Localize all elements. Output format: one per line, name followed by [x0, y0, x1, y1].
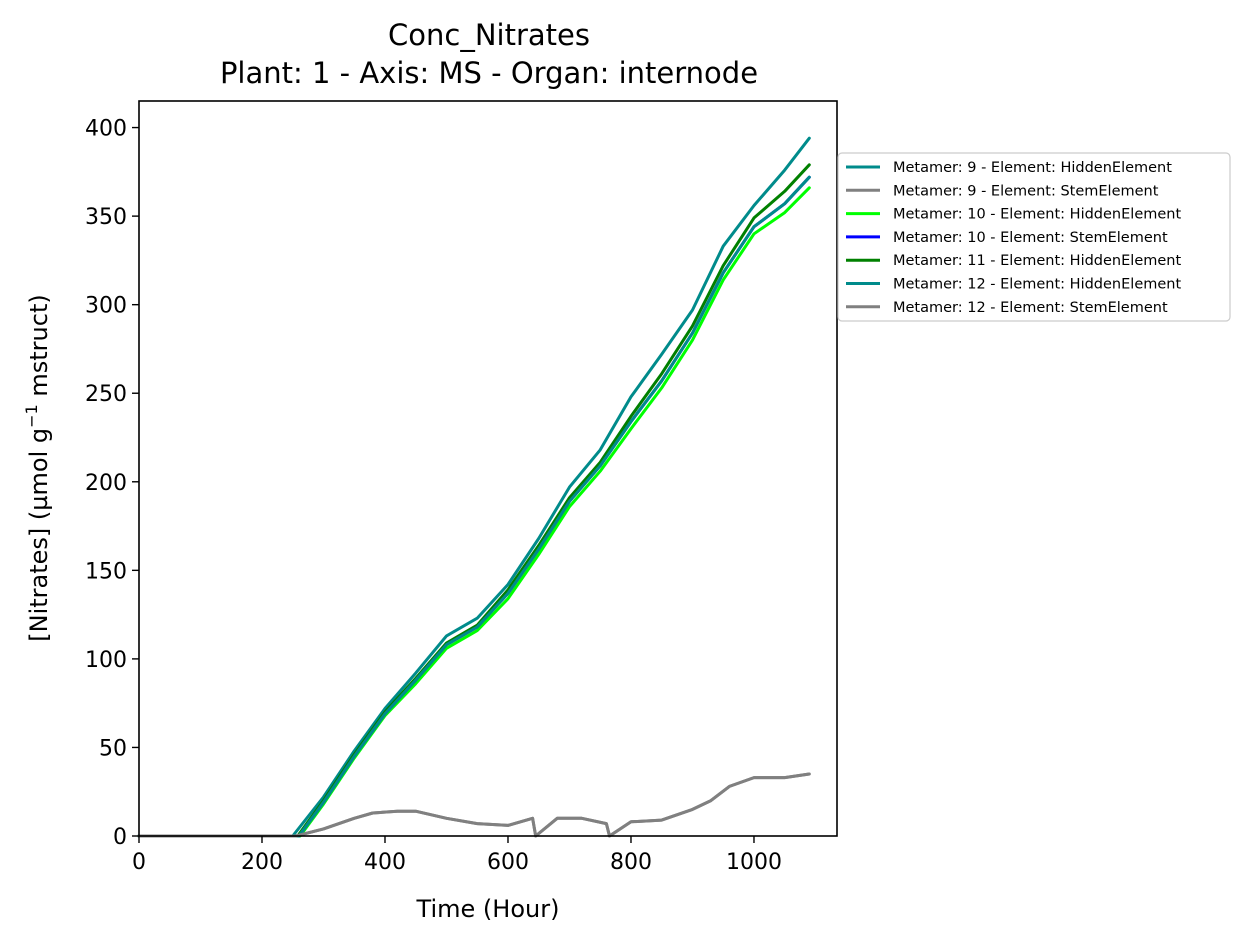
- legend-label-4: Metamer: 11 - Element: HiddenElement: [893, 253, 1181, 269]
- x-tick-label: 0: [132, 850, 146, 875]
- x-tick-label: 200: [241, 850, 283, 875]
- y-tick-label: 300: [85, 294, 127, 319]
- chart-title: Conc_Nitrates: [388, 18, 590, 52]
- series-group: [137, 136, 811, 838]
- x-tick-label: 400: [364, 850, 406, 875]
- y-axis: 0 50 100 150 200 250 300 350 400: [85, 117, 139, 850]
- series-line-2: [137, 186, 811, 838]
- series-line-6: [137, 772, 811, 838]
- series-line-4: [137, 163, 811, 838]
- legend-label-3: Metamer: 10 - Element: StemElement: [893, 230, 1168, 246]
- legend-label-1: Metamer: 9 - Element: StemElement: [893, 183, 1159, 199]
- plot-frame: [138, 100, 838, 837]
- legend-label-2: Metamer: 10 - Element: HiddenElement: [893, 207, 1181, 223]
- y-axis-label: [Nitrates] (µmol g−1 mstruct): [22, 294, 53, 641]
- x-axis-label: Time (Hour): [416, 895, 560, 923]
- y-tick-label: 50: [99, 736, 127, 761]
- legend-frame: [837, 152, 1231, 322]
- y-tick-label: 0: [113, 825, 127, 850]
- y-tick-label: 200: [85, 471, 127, 496]
- y-axis-label-sup: −1: [22, 404, 41, 428]
- x-tick-label: 1000: [726, 850, 782, 875]
- y-axis-label-main: [Nitrates] (µmol g: [25, 428, 53, 642]
- series-line-0: [137, 136, 811, 838]
- legend-label-6: Metamer: 12 - Element: StemElement: [893, 300, 1168, 316]
- series-line-5: [137, 175, 811, 838]
- y-tick-label: 350: [85, 205, 127, 230]
- legend-label-5: Metamer: 12 - Element: HiddenElement: [893, 277, 1181, 293]
- x-axis: 0 200 400 600 800 1000: [132, 836, 782, 875]
- chart-subtitle: Plant: 1 - Axis: MS - Organ: internode: [220, 56, 758, 90]
- x-tick-label: 600: [487, 850, 529, 875]
- y-tick-label: 100: [85, 648, 127, 673]
- y-axis-label-tail: mstruct): [25, 294, 53, 404]
- plot-area: [137, 100, 838, 838]
- series-line-1: [137, 772, 811, 838]
- y-tick-label: 150: [85, 559, 127, 584]
- legend-entries: Metamer: 9 - Element: HiddenElement Metam…: [846, 160, 1181, 316]
- y-tick-label: 250: [85, 382, 127, 407]
- y-tick-label: 400: [85, 117, 127, 142]
- legend-label-0: Metamer: 9 - Element: HiddenElement: [893, 160, 1172, 176]
- legend: Metamer: 9 - Element: HiddenElement Metam…: [837, 152, 1231, 322]
- x-tick-label: 800: [610, 850, 652, 875]
